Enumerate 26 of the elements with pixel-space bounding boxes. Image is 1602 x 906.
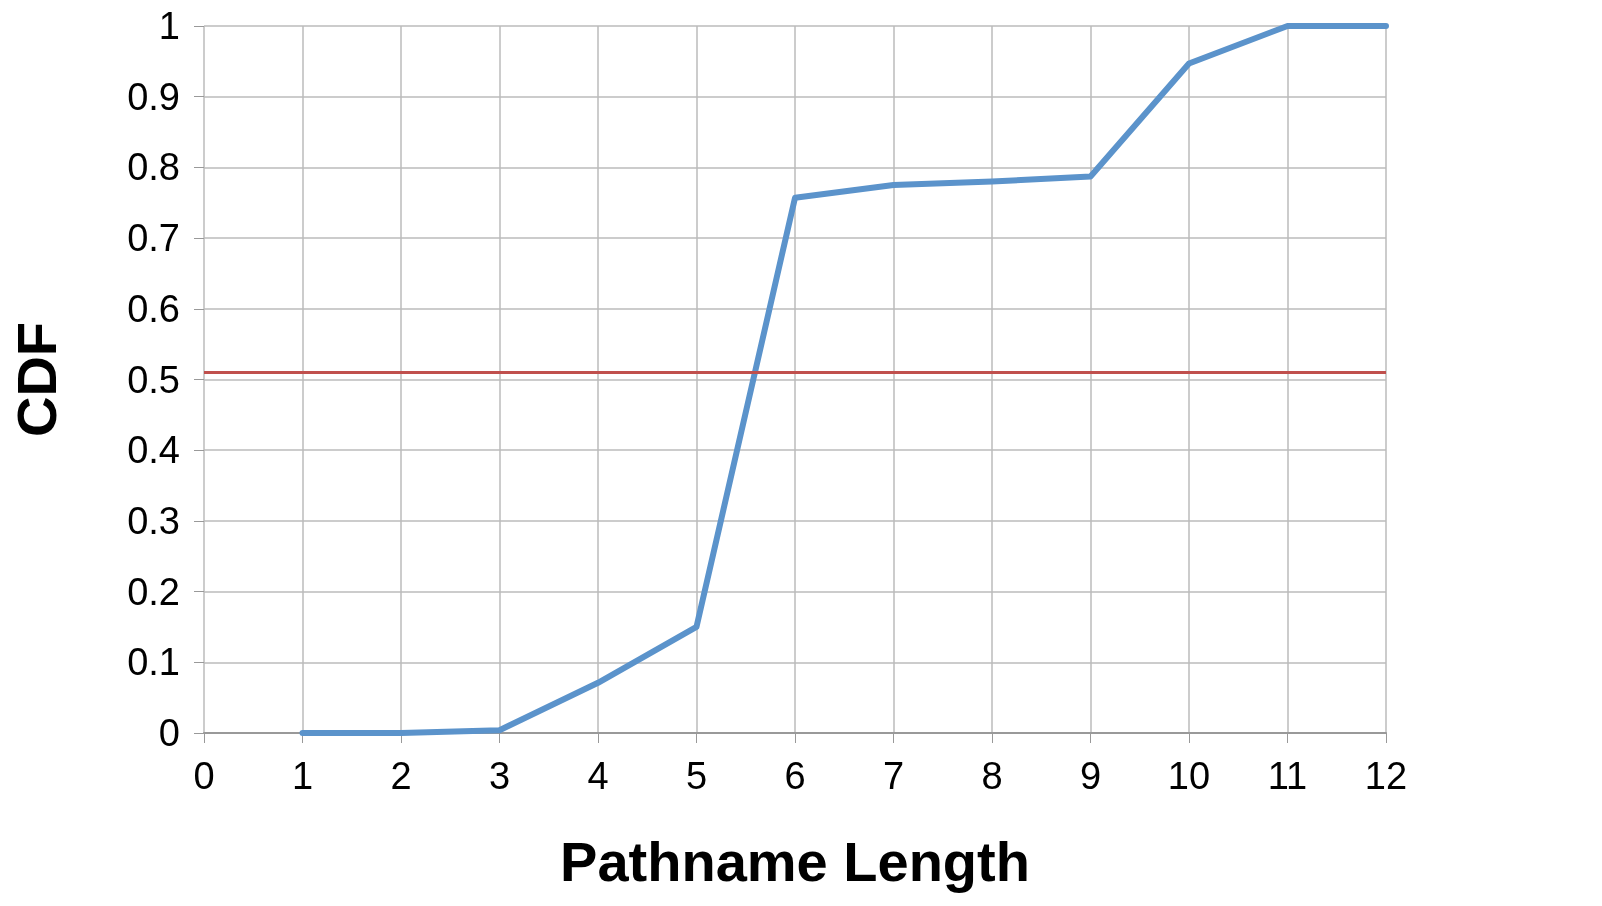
x-tick-label: 9 xyxy=(1079,755,1102,797)
x-tick-label: 0 xyxy=(193,755,215,797)
y-tick-label: 1 xyxy=(158,5,180,47)
y-tick-label: 0.2 xyxy=(127,570,180,613)
y-tick-label: 0.3 xyxy=(127,499,180,542)
x-tick-label: 1 xyxy=(291,755,314,797)
y-tick-label: 0.5 xyxy=(127,358,180,401)
x-tick-label: 12 xyxy=(1364,755,1408,797)
x-tick-label: 2 xyxy=(390,755,412,797)
x-tick-label: 5 xyxy=(685,755,708,797)
y-tick-label: 0.8 xyxy=(127,146,180,189)
x-axis-title: Pathname Length xyxy=(560,829,1030,893)
y-tick-label: 0.9 xyxy=(127,75,180,118)
x-tick-label: 11 xyxy=(1267,755,1308,797)
y-tick-label: 0 xyxy=(158,712,180,754)
x-tick-label: 10 xyxy=(1167,755,1211,797)
x-tick-label: 4 xyxy=(587,755,609,797)
x-tick-label: 8 xyxy=(981,755,1003,797)
y-tick-label: 0.7 xyxy=(127,217,180,260)
y-tick-label: 0.6 xyxy=(127,287,180,330)
y-axis-title: CDF xyxy=(4,321,68,438)
y-tick-label: 0.4 xyxy=(127,429,180,472)
y-tick-label: 0.1 xyxy=(127,641,180,684)
x-tick-label: 3 xyxy=(488,755,511,797)
x-tick-label: 7 xyxy=(882,755,905,797)
x-tick-label: 6 xyxy=(784,755,806,797)
